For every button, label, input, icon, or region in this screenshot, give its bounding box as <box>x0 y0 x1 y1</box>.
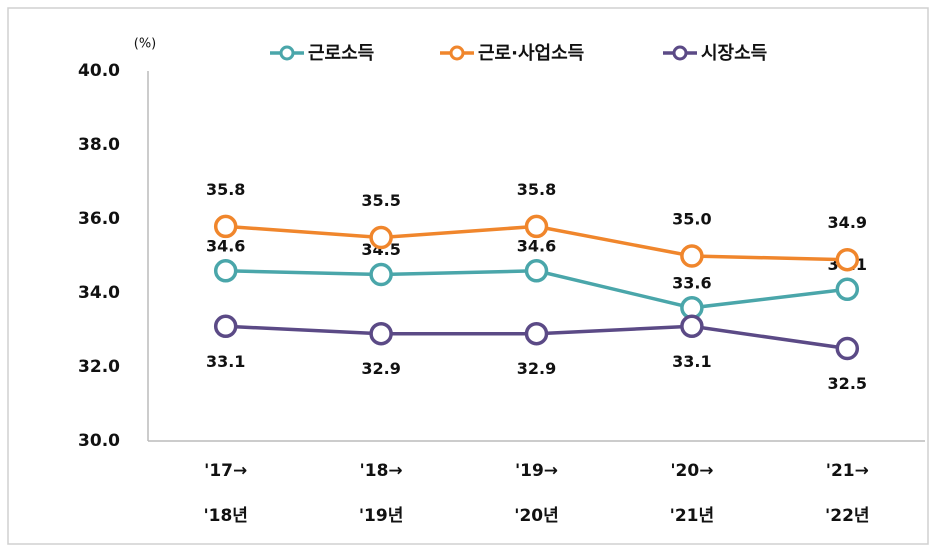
x-tick-label: '19년 <box>359 506 404 526</box>
data-label: 32.9 <box>517 359 556 378</box>
marker <box>369 262 393 287</box>
marker <box>835 277 860 302</box>
marker <box>369 225 393 250</box>
x-tick-label: '21년 <box>670 506 715 526</box>
marker <box>369 321 393 346</box>
marker <box>524 321 549 346</box>
data-label: 32.5 <box>828 374 867 393</box>
y-tick-label: 36.0 <box>78 209 120 229</box>
y-tick-label: 30.0 <box>78 431 120 451</box>
legend-label: 시장소득 <box>701 43 767 64</box>
data-label: 35.8 <box>517 180 556 199</box>
data-label: 32.9 <box>361 359 400 378</box>
data-label: 34.5 <box>361 240 400 259</box>
data-label: 35.8 <box>206 180 245 199</box>
x-tick-label: '20→ <box>670 461 713 481</box>
x-tick-label: '20년 <box>514 506 559 526</box>
data-label: 34.6 <box>517 236 556 255</box>
legend-marker <box>672 45 688 61</box>
legend-label: 근로소득 <box>308 43 374 64</box>
data-label: 33.1 <box>672 352 711 371</box>
marker <box>835 336 860 361</box>
legend-label: 근로·사업소득 <box>478 43 584 64</box>
marker <box>213 214 238 239</box>
x-tick-label: '19→ <box>515 461 558 481</box>
marker <box>680 314 704 339</box>
chart-frame <box>7 7 929 545</box>
y-tick-label: 34.0 <box>78 283 120 303</box>
marker <box>213 259 238 283</box>
y-tick-label: 38.0 <box>78 135 120 155</box>
marker <box>524 214 549 239</box>
marker <box>835 247 860 272</box>
marker <box>213 314 238 339</box>
y-tick-label: 32.0 <box>78 357 120 377</box>
data-label: 35.5 <box>361 191 400 210</box>
data-label: 34.6 <box>206 236 245 255</box>
y-tick-label: 40.0 <box>78 61 120 81</box>
data-label: 35.0 <box>672 210 711 229</box>
marker <box>524 259 549 283</box>
x-tick-label: '22년 <box>825 506 870 526</box>
legend-marker <box>279 45 295 61</box>
legend-marker <box>449 45 465 61</box>
data-label: 33.6 <box>672 273 711 292</box>
x-tick-label: '21→ <box>826 461 869 481</box>
x-tick-label: '18→ <box>360 461 403 481</box>
x-tick-label: '18년 <box>203 506 248 526</box>
data-label: 34.9 <box>828 213 867 232</box>
x-tick-label: '17→ <box>204 461 247 481</box>
marker <box>680 244 704 268</box>
unit-label: (%) <box>134 37 157 52</box>
data-label: 33.1 <box>206 352 245 371</box>
